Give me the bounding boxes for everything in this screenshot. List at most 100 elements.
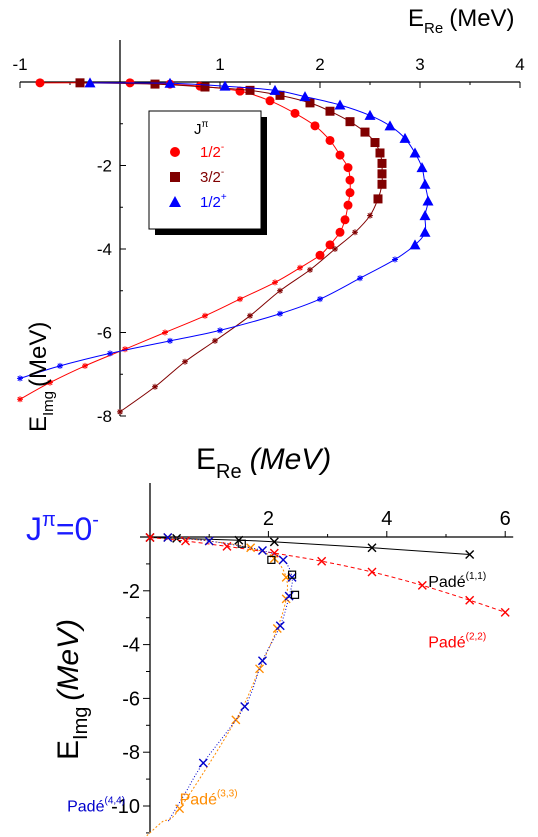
- top-star-point: [47, 379, 53, 386]
- top-x-tick-label: 3: [415, 55, 424, 74]
- bottom-x-tick-label: 2: [263, 508, 274, 530]
- top-tick-labels: -1 1 2 3 4 -2 -4 -6 -8: [12, 55, 524, 426]
- bottom-x-tick-label: 6: [500, 508, 511, 530]
- bottom-title-rest: =0: [56, 511, 92, 547]
- bottom-y-label-main: E: [52, 740, 85, 760]
- top-data-point: [364, 109, 376, 120]
- bottom-data-point: [465, 549, 475, 559]
- bottom-y-tick-label: -6: [122, 688, 140, 710]
- top-data-point: [409, 147, 421, 158]
- top-star-point: [392, 256, 398, 263]
- bottom-title-main: J: [26, 511, 42, 547]
- top-data-point: [419, 210, 431, 221]
- top-x-label-main: E: [408, 5, 424, 32]
- bottom-data-point: [317, 556, 327, 566]
- bottom-data-point: [237, 539, 246, 548]
- top-data-point: [334, 99, 346, 110]
- top-star-point: [332, 246, 338, 252]
- top-star-point: [17, 375, 23, 382]
- bottom-series-4: [237, 539, 300, 599]
- bottom-data-point: [257, 545, 267, 555]
- top-data-point: [375, 148, 385, 158]
- top-star-point: [202, 312, 208, 319]
- top-star-point: [82, 362, 88, 369]
- legend-marker: [169, 196, 181, 207]
- top-data-point: [235, 86, 245, 96]
- bottom-y-tick-label: -2: [122, 581, 140, 603]
- bottom-x-tick-label: 4: [381, 508, 392, 530]
- bottom-data-point: [278, 555, 288, 565]
- bottom-series-3: [163, 533, 297, 823]
- top-data-point: [84, 77, 96, 88]
- bottom-y-label-unit: (MeV): [52, 619, 85, 701]
- top-chart: -1 1 2 3 4-2-4-6-8 ERe (MeV) EImg(MeV) Jπ 1/2…: [12, 5, 524, 432]
- top-star-point: [272, 279, 278, 286]
- bottom-data-point: [465, 595, 475, 605]
- bottom-data-point: [240, 701, 250, 711]
- top-star-point: [117, 408, 123, 415]
- bottom-data-point: [290, 590, 300, 599]
- legend-entries: 1/2- 3/2- 1/2+: [169, 142, 227, 211]
- bottom-data-point: [222, 541, 232, 551]
- bottom-data-point: [287, 570, 297, 579]
- top-data-point: [75, 78, 85, 88]
- bottom-data-point: [231, 715, 241, 725]
- top-data-point: [377, 169, 387, 179]
- bottom-series-label: Padé(4,4): [67, 795, 125, 815]
- top-data-point: [384, 120, 396, 131]
- top-star-point: [152, 383, 158, 390]
- legend-marker: [170, 147, 180, 157]
- top-star-point: [297, 264, 303, 271]
- bottom-chart-title: Jπ=0-: [26, 509, 99, 547]
- top-data-point: [219, 80, 231, 91]
- top-data-point: [377, 158, 387, 168]
- top-data-point: [343, 200, 353, 210]
- top-data-point: [345, 175, 355, 185]
- top-data-point: [340, 215, 350, 225]
- top-data-point: [164, 77, 176, 88]
- bottom-chart: 2 4 6 -2 -4 -6 -8 -10 Padé(1,1) Padé(2,2) Padé(3,…: [26, 443, 514, 837]
- top-x-tick-label: 2: [315, 55, 324, 74]
- top-data-point: [343, 163, 353, 173]
- top-x-label-unit: (MeV): [449, 5, 514, 32]
- top-data-point: [325, 240, 335, 250]
- bottom-series-label: Padé(1,1): [428, 571, 486, 591]
- top-data-point: [35, 78, 45, 88]
- top-star-point: [182, 358, 188, 365]
- bottom-y-label-sub: Img: [70, 707, 92, 740]
- top-data-point: [315, 250, 325, 260]
- top-data-point: [422, 195, 434, 206]
- bottom-series-labels: Padé(1,1) Padé(2,2) Padé(3,3) Padé(4,4): [67, 571, 486, 816]
- bottom-data-point: [204, 536, 214, 546]
- bottom-x-label-main: E: [196, 443, 216, 476]
- bottom-title-sup: π: [42, 509, 56, 531]
- top-data-point: [325, 135, 335, 145]
- top-star-point: [307, 266, 313, 273]
- top-data-point: [245, 85, 255, 95]
- bottom-data-point: [275, 621, 285, 631]
- bottom-data-point: [255, 664, 265, 674]
- bottom-series-line: [167, 537, 293, 823]
- top-data-point: [399, 132, 411, 143]
- top-star-point: [357, 275, 363, 282]
- top-star-point: [122, 346, 128, 353]
- top-y-axis-label: EImg (MeV): [25, 322, 57, 432]
- bottom-series-group: [144, 533, 510, 837]
- top-series-1: [75, 78, 387, 415]
- top-star-point: [352, 229, 358, 236]
- bottom-data-point: [145, 533, 155, 543]
- bottom-data-point: [267, 555, 276, 564]
- top-data-point: [373, 194, 383, 204]
- bottom-x-axis-label: ERe (MeV): [196, 443, 331, 483]
- top-data-point: [299, 91, 311, 102]
- top-data-point: [345, 188, 355, 198]
- top-data-point: [345, 117, 355, 127]
- top-y-tick-label: -6: [97, 324, 112, 343]
- bottom-x-label-sub: Re: [216, 461, 242, 483]
- top-y-tick-label: -8: [97, 407, 112, 426]
- bottom-series-label: Padé(3,3): [180, 789, 238, 809]
- top-star-point: [317, 296, 323, 303]
- bottom-data-point: [287, 572, 297, 582]
- bottom-series-label: Padé(2,2): [428, 631, 486, 651]
- top-x-label-sub: Re: [424, 20, 443, 37]
